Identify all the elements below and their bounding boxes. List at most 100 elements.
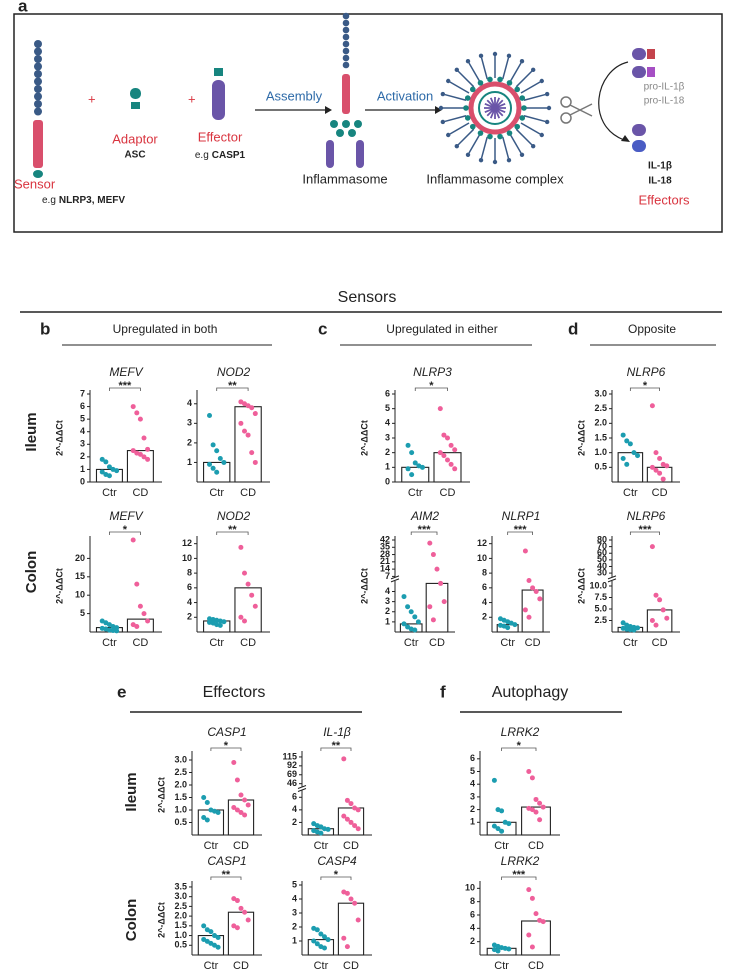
data-point <box>217 622 223 628</box>
bar <box>521 806 551 836</box>
y-tick-label: 5 <box>80 608 85 618</box>
data-point <box>145 618 151 624</box>
y-tick-label: 3 <box>292 907 297 917</box>
domain <box>469 123 476 130</box>
domain <box>446 132 451 138</box>
chart-title: NLRP6 <box>627 509 666 523</box>
domain <box>465 152 471 157</box>
y-tick-label: 4 <box>187 597 192 607</box>
significance-bracket <box>414 387 448 391</box>
y-tick-label: 35 <box>380 542 390 552</box>
y-tick-label: 4 <box>470 923 475 933</box>
x-tick-label: Ctr <box>209 637 224 649</box>
x-tick-label: Ctr <box>102 637 117 649</box>
step-label: Activation <box>377 88 433 103</box>
data-point <box>649 544 655 550</box>
data-point <box>441 432 447 438</box>
data-point <box>537 596 543 602</box>
y-tick-label: 3 <box>80 439 85 449</box>
significance-bracket <box>210 876 242 880</box>
domain <box>506 130 513 136</box>
data-point <box>137 603 143 609</box>
precursor: pro-IL-18 <box>644 96 685 107</box>
data-point <box>409 472 415 478</box>
data-point <box>234 777 240 783</box>
y-tick-label: 2.0 <box>174 779 187 789</box>
significance-bracket <box>507 531 533 535</box>
panel-a-frame <box>13 13 723 233</box>
spoke <box>523 93 546 101</box>
x-tick-label: CD <box>132 637 148 649</box>
domain <box>647 49 655 59</box>
x-tick-label: Ctr <box>494 840 509 852</box>
bar <box>227 799 255 836</box>
chart-title: NOD2 <box>217 365 251 379</box>
data-point <box>512 622 518 628</box>
domain <box>212 80 225 120</box>
row-label: Colon <box>123 899 140 942</box>
data-point <box>322 934 327 940</box>
domain <box>348 129 356 137</box>
spoke <box>457 70 475 88</box>
x-tick-label: CD <box>233 960 249 972</box>
y-tick-label: 1.5 <box>174 920 187 930</box>
data-point <box>106 464 112 470</box>
y-tick-label: 2 <box>187 612 192 622</box>
data-point <box>99 456 105 462</box>
data-point <box>215 944 221 950</box>
y-tick-label: 1.0 <box>174 930 187 940</box>
data-point <box>624 438 630 444</box>
domain <box>34 92 42 101</box>
y-tick-label: 1 <box>292 935 297 945</box>
domain <box>34 70 42 78</box>
panel-letter: a <box>18 0 28 15</box>
domain <box>632 48 646 60</box>
significance: * <box>429 380 434 392</box>
bar <box>486 821 517 836</box>
x-tick-label: CD <box>528 840 544 852</box>
data-point <box>314 941 320 947</box>
y-tick-label: 0 <box>385 476 390 486</box>
significance-bracket <box>501 876 537 880</box>
spoke <box>509 133 522 154</box>
domain <box>519 115 526 121</box>
domain <box>326 140 334 168</box>
data-point <box>242 797 248 803</box>
data-point <box>430 617 436 623</box>
y-tick-label: 6 <box>187 582 192 592</box>
domain <box>34 100 42 108</box>
x-tick-label: Ctr <box>209 487 224 499</box>
y-tick-label: 10 <box>182 553 192 563</box>
data-point <box>434 566 440 572</box>
chart-title: CASP4 <box>317 854 357 868</box>
data-point <box>106 627 112 633</box>
chart-title: NLRP1 <box>502 509 541 523</box>
y-tick-label: 5 <box>470 766 475 776</box>
domain <box>330 120 338 128</box>
data-point <box>145 456 151 462</box>
y-tick-label: 3.5 <box>174 881 187 891</box>
domain <box>497 133 503 140</box>
significance: ** <box>228 524 237 536</box>
y-tick-label: 6 <box>470 909 475 919</box>
data-point <box>441 453 447 459</box>
product: IL-1β <box>648 161 672 172</box>
domain <box>519 95 526 101</box>
y-tick-label: 5.0 <box>594 603 607 613</box>
y-tick-label: 7 <box>80 388 85 398</box>
y-tick-label: 2 <box>80 451 85 461</box>
data-point <box>635 453 641 459</box>
y-tick-label: 8 <box>470 896 475 906</box>
domain <box>342 40 350 48</box>
data-point <box>653 467 659 473</box>
y-tick-label: 2 <box>482 612 487 622</box>
y-tick-label: 7 <box>385 571 390 581</box>
significance-bracket <box>629 387 660 391</box>
data-point <box>448 442 454 448</box>
data-point <box>526 932 532 938</box>
domain <box>342 19 350 27</box>
y-tick-label: 10 <box>477 553 487 563</box>
x-tick-label: Ctr <box>314 960 329 972</box>
data-point <box>325 937 331 943</box>
domain <box>342 54 350 62</box>
